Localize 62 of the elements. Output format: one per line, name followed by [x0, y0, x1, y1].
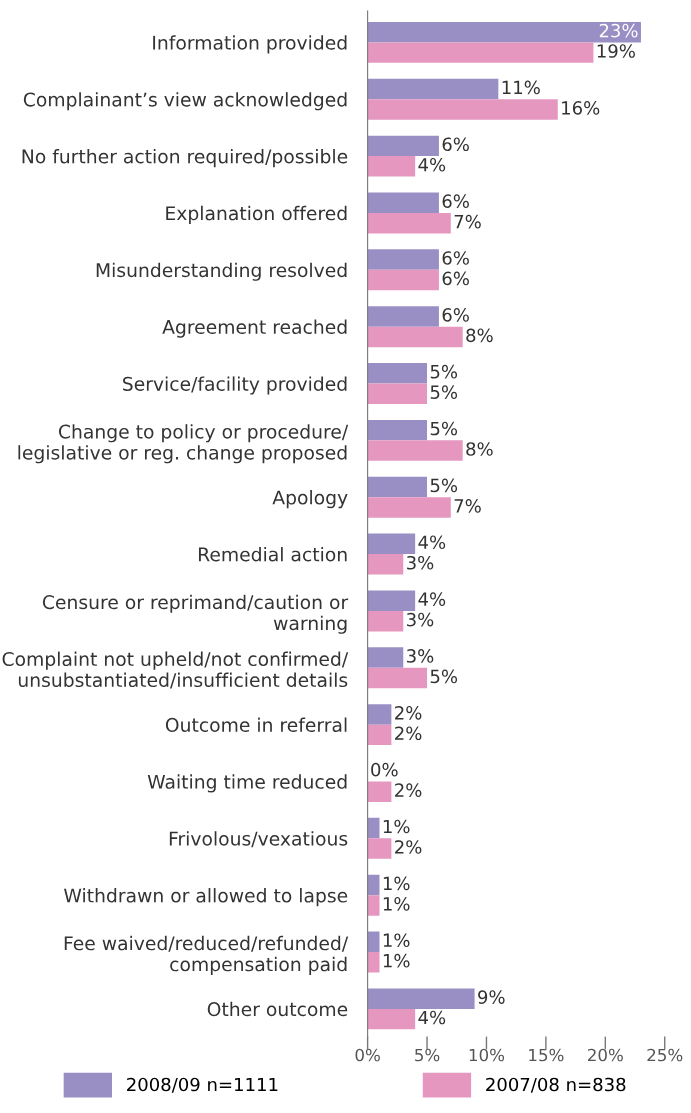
data-label: 8%	[466, 442, 493, 456]
data-label: 4%	[418, 592, 446, 606]
data-label: 6%	[442, 137, 469, 152]
y-tick-label: Apology	[272, 490, 348, 509]
data-label: 2%	[395, 783, 422, 797]
data-label: 6%	[442, 251, 469, 265]
x-tick-label: 25%	[647, 1048, 683, 1062]
data-label: 1%	[383, 933, 410, 948]
data-label: 6%	[442, 308, 469, 322]
y-tick-label: Misunderstanding resolved	[96, 262, 347, 281]
data-label: 5%	[430, 421, 458, 436]
data-label: 1%	[383, 897, 410, 911]
y-tick-label: Outcome in referral	[165, 717, 347, 733]
data-label: 3%	[407, 555, 434, 570]
y-tick-label: Information provided	[153, 35, 347, 54]
data-label: 23%	[599, 23, 638, 38]
data-label: 11%	[502, 80, 540, 95]
data-label: 6%	[442, 271, 469, 286]
y-tick-label: Service/facility provided	[123, 376, 347, 395]
data-label: 2%	[395, 726, 422, 741]
x-tick-label: 0%	[355, 1048, 380, 1062]
y-tick-label: Remedial action	[199, 546, 347, 562]
x-tick-label: 5%	[415, 1048, 440, 1062]
data-label: 1%	[383, 953, 410, 968]
x-tick-label: 10%	[469, 1048, 505, 1062]
data-label: 1%	[383, 876, 410, 891]
data-label: 5%	[430, 364, 458, 379]
y-tick-label: No further action required/possible	[22, 148, 348, 168]
data-label: 2%	[395, 705, 422, 720]
data-label: 4%	[418, 157, 446, 172]
y-tick-label: Frivolous/vexatious	[169, 831, 348, 848]
data-label: 7%	[454, 499, 481, 513]
data-label: 5%	[430, 385, 458, 399]
y-tick-label: Complaint not upheld/not confirmed/ unsubstantiated/insufficient details	[2, 651, 349, 689]
data-label: 16%	[562, 101, 600, 115]
data-label: 9%	[478, 990, 505, 1004]
data-label: 5%	[430, 478, 458, 493]
data-label: 3%	[407, 649, 434, 663]
data-label: 19%	[597, 44, 635, 58]
legend-label: 2008/09 n=1111	[127, 1077, 278, 1093]
y-tick-label: Change to policy or procedure/ legislative or reg. change proposed	[18, 424, 349, 464]
legend-label: 2007/08 n=838	[486, 1077, 626, 1093]
y-tick-label: Fee waived/reduced/refunded/ compensation paid	[64, 935, 349, 975]
y-tick-label: Agreement reached	[162, 319, 347, 338]
y-tick-label: Censure or reprimand/caution or warning	[42, 594, 349, 634]
y-tick-label: Waiting time reduced	[147, 774, 347, 793]
data-label: 5%	[430, 669, 458, 684]
data-label: 1%	[383, 819, 410, 834]
data-label: 4%	[418, 535, 446, 550]
data-label: 4%	[418, 1010, 446, 1025]
x-tick-label: 20%	[588, 1048, 623, 1062]
data-label: 2%	[395, 840, 422, 854]
x-tick-label: 15%	[529, 1048, 564, 1062]
y-tick-label: Explanation offered	[166, 205, 347, 224]
data-label: 3%	[407, 612, 434, 627]
data-label: 0%	[371, 762, 398, 777]
data-label: 7%	[454, 214, 481, 229]
y-tick-label: Complainant’s view acknowledged	[23, 92, 347, 111]
data-label: 6%	[442, 194, 469, 208]
y-tick-label: Withdrawn or allowed to lapse	[64, 888, 348, 907]
data-label: 8%	[466, 328, 493, 343]
y-tick-label: Other outcome	[207, 1001, 348, 1017]
